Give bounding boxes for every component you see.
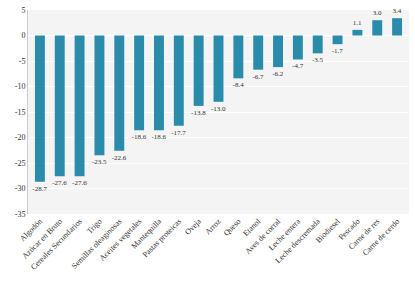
svg-text:-18.6: -18.6 (132, 133, 147, 141)
svg-text:-6.7: -6.7 (252, 73, 264, 81)
svg-text:3.0: 3.0 (373, 9, 382, 17)
svg-text:-4.7: -4.7 (292, 62, 304, 70)
svg-text:-18.6: -18.6 (151, 133, 166, 141)
svg-text:3.4: 3.4 (392, 7, 401, 15)
svg-text:-20: -20 (15, 133, 26, 142)
svg-text:-17.7: -17.7 (171, 129, 186, 137)
svg-text:Etanol: Etanol (241, 216, 263, 238)
svg-text:5: 5 (21, 6, 25, 15)
svg-text:Biodiesel: Biodiesel (314, 216, 342, 244)
svg-text:Carne de cerdo: Carne de cerdo (361, 217, 402, 258)
svg-text:Arroz: Arroz (203, 217, 223, 237)
svg-text:-22.6: -22.6 (112, 154, 127, 162)
svg-text:Aceites vegetales: Aceites vegetales (98, 217, 144, 263)
svg-text:Carne de res: Carne de res (347, 217, 382, 252)
svg-text:-27.6: -27.6 (72, 179, 87, 187)
svg-text:-13.8: -13.8 (191, 109, 206, 117)
svg-text:-3.5: -3.5 (312, 56, 324, 64)
svg-text:Trigo: Trigo (85, 217, 104, 236)
svg-text:-5: -5 (19, 57, 26, 66)
svg-text:Algodón: Algodón (18, 217, 44, 243)
svg-text:Leche descremada: Leche descremada (274, 217, 323, 266)
svg-text:-25: -25 (15, 159, 26, 168)
svg-text:-15: -15 (15, 108, 26, 117)
svg-text:-6.2: -6.2 (272, 70, 284, 78)
svg-text:Pastas proteicas: Pastas proteicas (141, 217, 183, 259)
svg-text:-13.0: -13.0 (211, 105, 226, 113)
svg-text:Mantequilla: Mantequilla (130, 217, 164, 251)
svg-text:-35: -35 (15, 210, 26, 219)
svg-text:Semillas oleaginosas: Semillas oleaginosas (70, 217, 124, 271)
svg-text:Aves de corral: Aves de corral (243, 216, 282, 255)
svg-text:Cereales Secundarios: Cereales Secundarios (29, 217, 84, 272)
svg-text:-23.5: -23.5 (92, 158, 107, 166)
svg-text:-30: -30 (15, 184, 26, 193)
svg-text:Oveja: Oveja (183, 217, 203, 237)
svg-text:1.1: 1.1 (353, 19, 362, 27)
svg-text:-8.4: -8.4 (233, 81, 245, 89)
svg-text:Queso: Queso (222, 217, 243, 238)
svg-text:-27.6: -27.6 (52, 179, 67, 187)
svg-text:0: 0 (21, 31, 25, 40)
svg-text:Azúcar en Bruto: Azúcar en Bruto (20, 217, 64, 261)
svg-text:-1.7: -1.7 (332, 47, 344, 55)
svg-text:Leche entera: Leche entera (267, 217, 303, 253)
svg-text:-28.7: -28.7 (32, 185, 47, 193)
svg-text:Pescado: Pescado (337, 217, 362, 242)
svg-text:-10: -10 (15, 82, 26, 91)
